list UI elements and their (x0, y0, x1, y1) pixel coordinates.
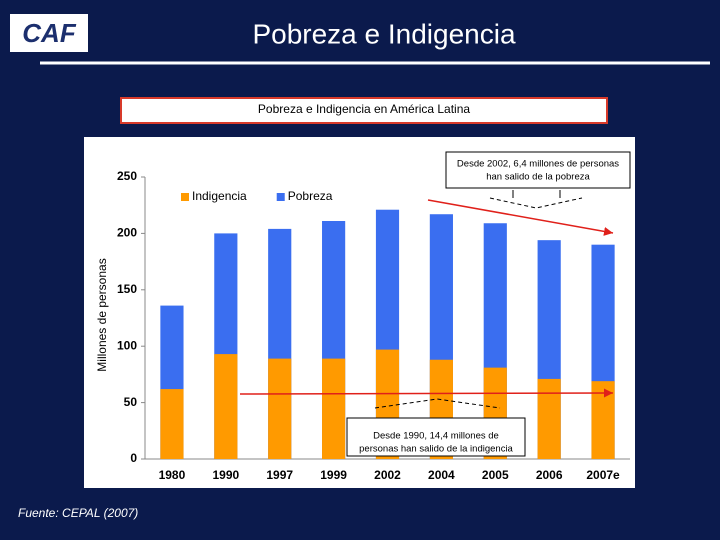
annotation-text: Desde 2002, 6,4 millones de personas (457, 159, 619, 170)
logo: CAF (22, 18, 77, 48)
logo-box (10, 14, 88, 52)
x-tick-label: 2004 (428, 468, 455, 482)
bar (214, 354, 238, 459)
x-tick-label: 2006 (536, 468, 563, 482)
chart-title-box (120, 97, 608, 124)
callout (374, 398, 501, 409)
annotation-text: han salido de la pobreza (486, 172, 590, 183)
bar (268, 358, 292, 459)
slide-title: Pobreza e Indigencia (252, 18, 516, 49)
annotation-text: Desde 1990, 14,4 millones de (373, 431, 499, 442)
legend-swatch (276, 193, 285, 201)
y-tick-label: 50 (124, 395, 138, 409)
bar (591, 381, 615, 459)
legend-label: Indigencia (192, 189, 247, 203)
y-tick-label: 150 (117, 282, 137, 296)
x-tick-label: 1997 (266, 468, 293, 482)
y-tick-label: 0 (130, 451, 137, 465)
annotation-box (445, 151, 631, 189)
annotation-box (346, 417, 526, 457)
bar (537, 378, 561, 459)
plot: 0 50 100 150 200 250 1980 1990 1997 1999 2002 2004 2… (117, 169, 630, 482)
x-tick-label: 1980 (159, 468, 186, 482)
y-axis-label: Millones de personas (95, 258, 109, 371)
chart-title: Pobreza e Indigencia en América Latina (258, 102, 470, 116)
x-tick-label: 2002 (374, 468, 401, 482)
trend-arrow (239, 388, 614, 398)
bar (322, 358, 346, 459)
legend-swatch (181, 193, 189, 201)
x-tick-label: 2007e (586, 468, 620, 482)
legend-label: Pobreza (288, 189, 333, 203)
bar (160, 389, 184, 459)
x-tick-label: 1999 (320, 468, 347, 482)
y-tick-label: 200 (117, 226, 137, 240)
trend-arrow (427, 199, 614, 236)
y-tick-label: 100 (117, 338, 137, 352)
callout (489, 197, 583, 209)
source: Fuente: CEPAL (2007) (18, 506, 138, 520)
annotations: Desde 2002, 6,4 millones de personas han … (239, 151, 631, 457)
x-tick-label: 1990 (212, 468, 239, 482)
x-tick-label: 2005 (482, 468, 509, 482)
annotation-text: personas han salido de la indigencia (359, 444, 513, 455)
y-tick-label: 250 (117, 169, 137, 183)
